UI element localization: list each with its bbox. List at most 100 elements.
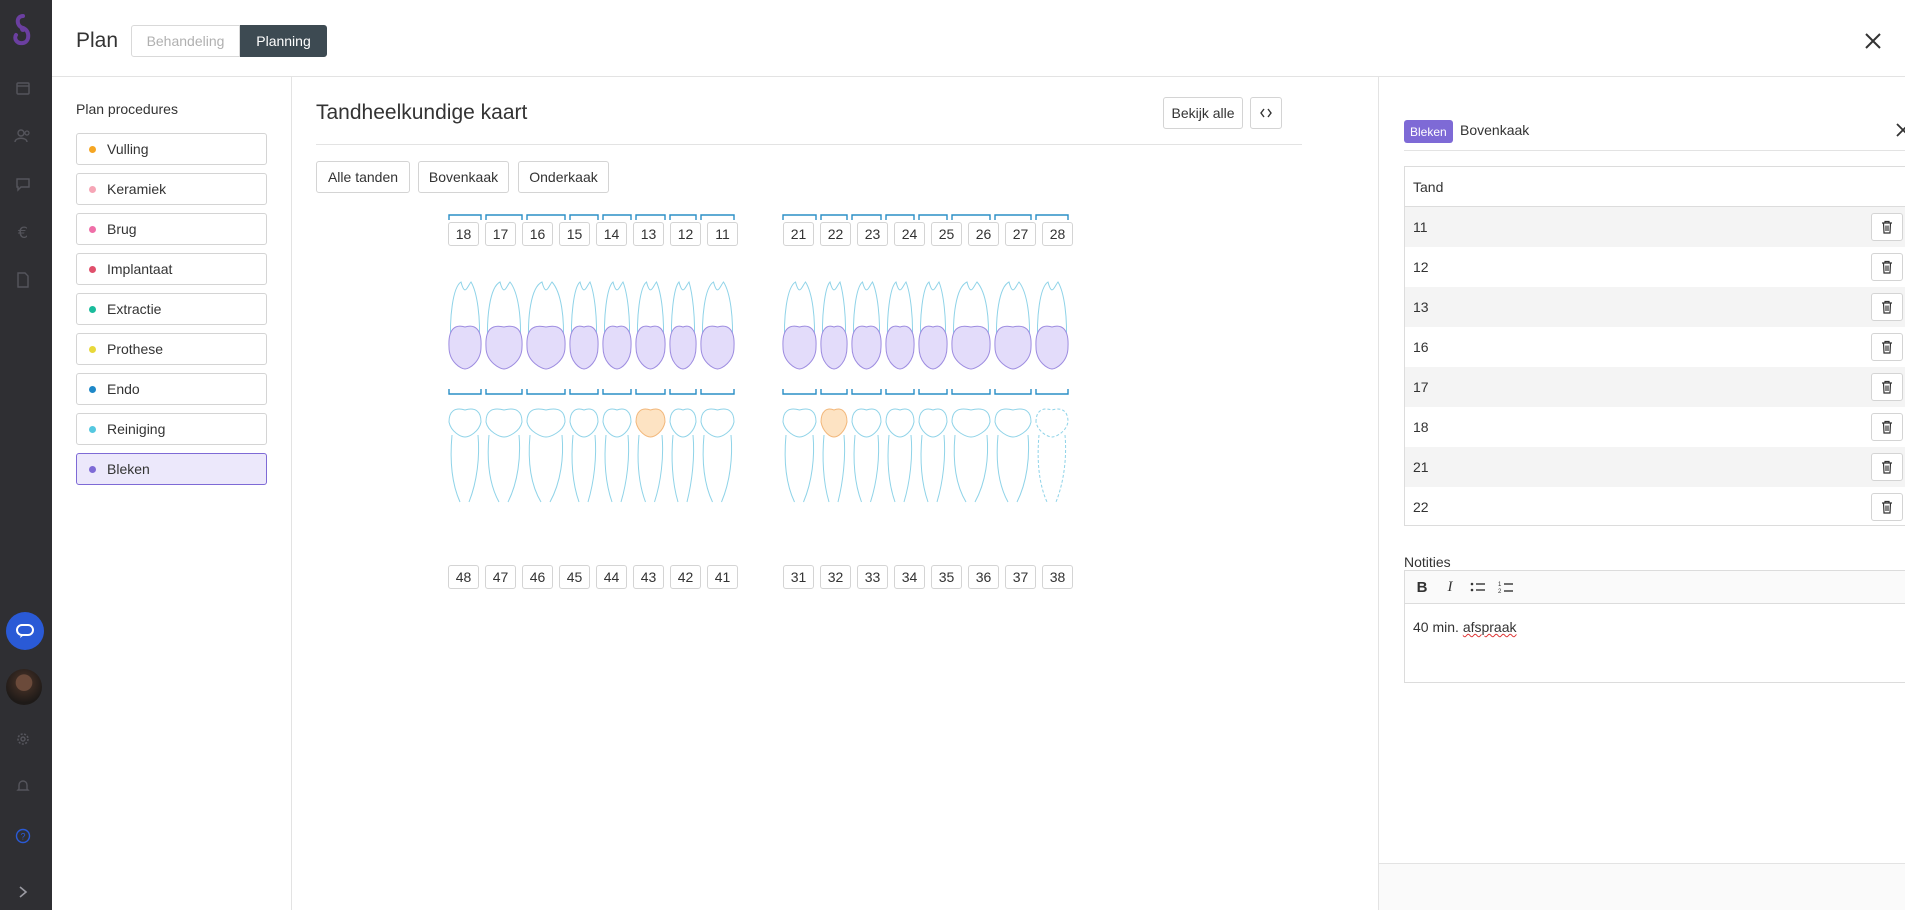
tooth-root-26 xyxy=(953,281,989,348)
tab-behandeling[interactable]: Behandeling xyxy=(131,25,240,57)
procedure-vulling[interactable]: Vulling xyxy=(76,133,267,165)
tooth-bracket-bottom-25 xyxy=(918,389,948,395)
tooth-number-16[interactable]: 16 xyxy=(522,222,553,246)
delete-tooth-button[interactable] xyxy=(1871,333,1903,361)
tooth-number-22[interactable]: 22 xyxy=(820,222,851,246)
view-all-button[interactable]: Bekijk alle xyxy=(1163,97,1243,129)
tooth-number-15[interactable]: 15 xyxy=(559,222,590,246)
close-modal-icon[interactable] xyxy=(1864,32,1882,55)
tooth-number-48[interactable]: 48 xyxy=(448,565,479,589)
tooth-number-32[interactable]: 32 xyxy=(820,565,851,589)
tooth-crown-41 xyxy=(700,408,735,438)
delete-tooth-button[interactable] xyxy=(1871,493,1903,521)
trash-icon xyxy=(1882,260,1892,274)
chat-support-icon[interactable] xyxy=(6,612,44,650)
tooth-number-31[interactable]: 31 xyxy=(783,565,814,589)
tooth-number-36[interactable]: 36 xyxy=(968,565,999,589)
tooth-number-28[interactable]: 28 xyxy=(1042,222,1073,246)
euro-icon[interactable]: € xyxy=(17,222,29,242)
procedure-reiniging[interactable]: Reiniging xyxy=(76,413,267,445)
app-logo[interactable] xyxy=(8,12,38,48)
tooth-crown-33 xyxy=(851,408,882,438)
tooth-number-23[interactable]: 23 xyxy=(857,222,888,246)
procedure-endo[interactable]: Endo xyxy=(76,373,267,405)
tooth-number-44[interactable]: 44 xyxy=(596,565,627,589)
tooth-number-34[interactable]: 34 xyxy=(894,565,925,589)
teeth-table: Tand 11 12 13 16 17 18 21 22 xyxy=(1404,166,1905,526)
procedure-dot xyxy=(89,265,96,273)
procedure-extractie[interactable]: Extractie xyxy=(76,293,267,325)
tooth-number-26[interactable]: 26 xyxy=(968,222,999,246)
code-toggle-button[interactable] xyxy=(1250,97,1282,129)
tooth-root-24 xyxy=(887,281,914,348)
tooth-number-33[interactable]: 33 xyxy=(857,565,888,589)
tooth-number-13[interactable]: 13 xyxy=(633,222,664,246)
table-header: Tand xyxy=(1405,167,1905,207)
filter-all-teeth-button[interactable]: Alle tanden xyxy=(316,161,410,193)
delete-tooth-button[interactable] xyxy=(1871,293,1903,321)
expand-sidebar-icon[interactable] xyxy=(13,882,33,902)
tooth-number-46[interactable]: 46 xyxy=(522,565,553,589)
tooth-number-18[interactable]: 18 xyxy=(448,222,479,246)
tooth-cell: 13 xyxy=(1413,299,1429,315)
bold-icon[interactable]: B xyxy=(1416,578,1428,596)
procedure-keramiek[interactable]: Keramiek xyxy=(76,173,267,205)
delete-tooth-button[interactable] xyxy=(1871,213,1903,241)
tooth-root-35 xyxy=(920,434,946,503)
trash-icon xyxy=(1882,460,1892,474)
help-icon[interactable]: ? xyxy=(13,826,33,846)
close-detail-icon[interactable] xyxy=(1895,122,1905,143)
filter-lower-jaw-button[interactable]: Onderkaak xyxy=(518,161,609,193)
tooth-number-35[interactable]: 35 xyxy=(931,565,962,589)
delete-tooth-button[interactable] xyxy=(1871,453,1903,481)
calendar-icon[interactable] xyxy=(13,78,33,98)
tooth-number-37[interactable]: 37 xyxy=(1005,565,1036,589)
procedure-bleken[interactable]: Bleken xyxy=(76,453,267,485)
svg-text:?: ? xyxy=(20,832,25,842)
delete-tooth-button[interactable] xyxy=(1871,373,1903,401)
tooth-number-17[interactable]: 17 xyxy=(485,222,516,246)
notes-text-area[interactable]: 40 min. afspraak xyxy=(1405,604,1905,650)
tooth-number-12[interactable]: 12 xyxy=(670,222,701,246)
tooth-bracket-24 xyxy=(885,214,915,220)
bullet-list-icon[interactable] xyxy=(1467,576,1489,598)
delete-tooth-button[interactable] xyxy=(1871,413,1903,441)
procedure-implantaat[interactable]: Implantaat xyxy=(76,253,267,285)
tooth-number-41[interactable]: 41 xyxy=(707,565,738,589)
tooth-number-27[interactable]: 27 xyxy=(1005,222,1036,246)
patients-icon[interactable] xyxy=(13,126,33,146)
tooth-number-14[interactable]: 14 xyxy=(596,222,627,246)
tooth-number-21[interactable]: 21 xyxy=(783,222,814,246)
tooth-crown-44 xyxy=(602,408,632,438)
tooth-bracket-11 xyxy=(700,214,735,220)
tooth-crown-28 xyxy=(1035,325,1069,370)
tooth-number-11[interactable]: 11 xyxy=(707,222,738,246)
filter-upper-jaw-button[interactable]: Bovenkaak xyxy=(418,161,509,193)
messages-icon[interactable] xyxy=(13,174,33,194)
italic-icon[interactable]: I xyxy=(1447,578,1453,595)
procedure-prothese[interactable]: Prothese xyxy=(76,333,267,365)
tooth-root-16 xyxy=(528,281,564,348)
avatar[interactable] xyxy=(6,669,42,705)
tooth-number-38[interactable]: 38 xyxy=(1042,565,1073,589)
tooth-number-43[interactable]: 43 xyxy=(633,565,664,589)
tooth-root-21 xyxy=(784,281,815,348)
document-icon[interactable] xyxy=(13,270,33,290)
tooth-bracket-18 xyxy=(448,214,482,220)
tooth-root-27 xyxy=(996,281,1030,348)
tooth-number-47[interactable]: 47 xyxy=(485,565,516,589)
tooth-number-24[interactable]: 24 xyxy=(894,222,925,246)
procedure-dot xyxy=(89,425,96,433)
bell-icon[interactable] xyxy=(13,776,33,796)
tab-planning[interactable]: Planning xyxy=(240,25,327,57)
tooth-root-38 xyxy=(1037,434,1067,503)
procedure-label: Reiniging xyxy=(107,421,166,437)
procedure-brug[interactable]: Brug xyxy=(76,213,267,245)
tooth-number-42[interactable]: 42 xyxy=(670,565,701,589)
tooth-number-45[interactable]: 45 xyxy=(559,565,590,589)
tooth-number-25[interactable]: 25 xyxy=(931,222,962,246)
tooth-crown-37 xyxy=(994,408,1032,438)
delete-tooth-button[interactable] xyxy=(1871,253,1903,281)
settings-icon[interactable] xyxy=(13,729,33,749)
